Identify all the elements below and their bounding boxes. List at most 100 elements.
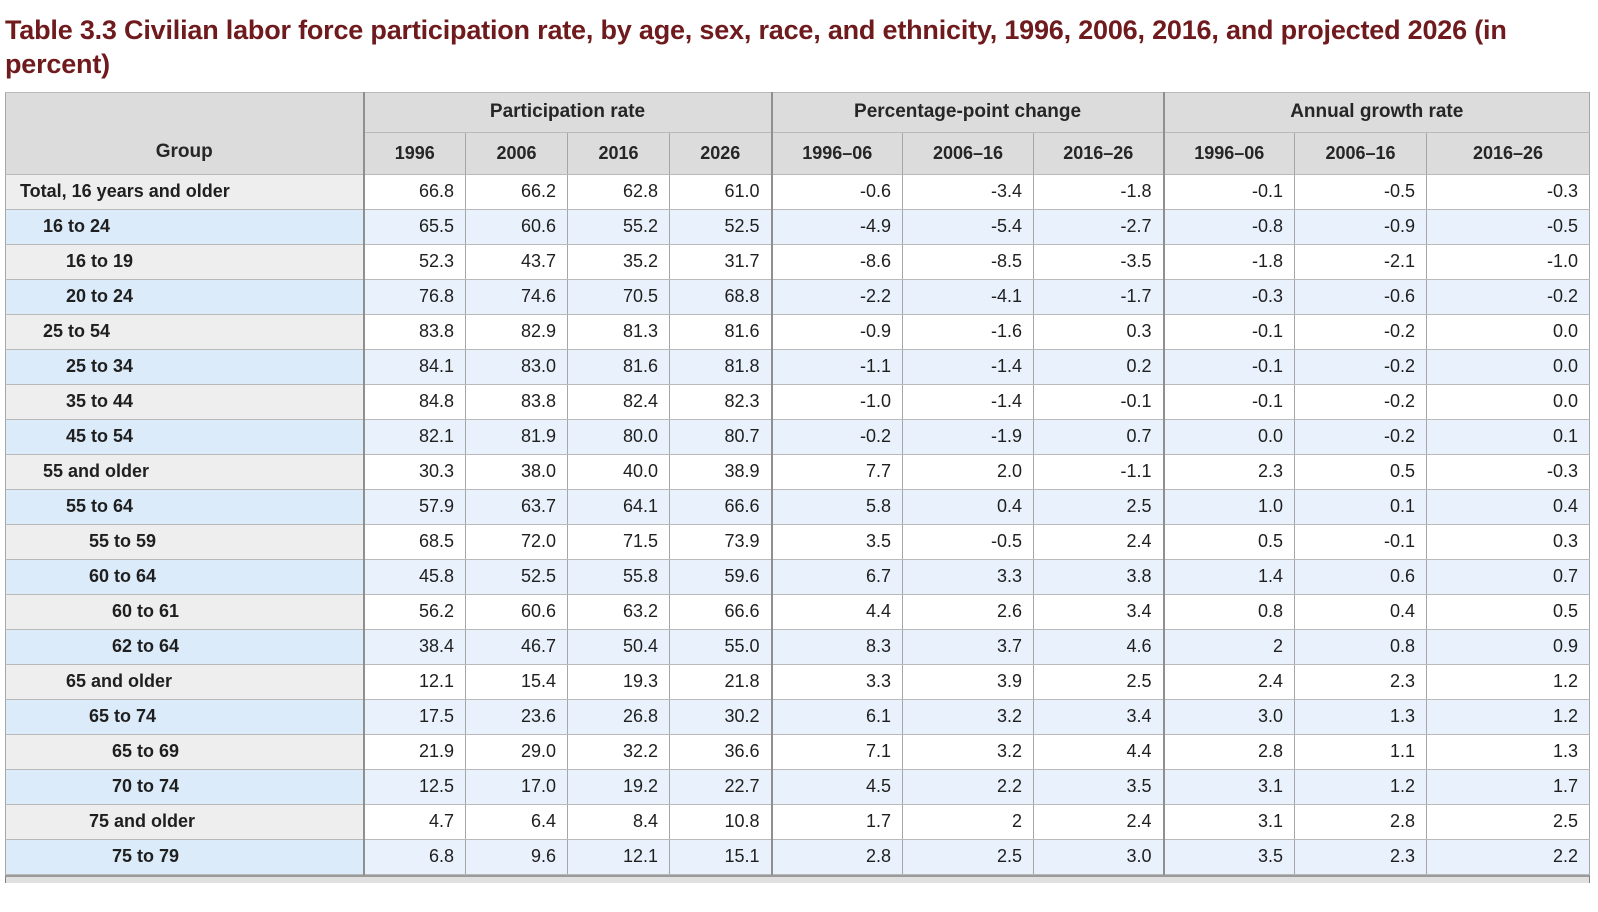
value-cell: 22.7 [668, 768, 773, 805]
header-percentage-point-change: Percentage-point change [770, 91, 1165, 133]
value-cell: 2.2 [1426, 838, 1590, 875]
value-cell: 38.9 [668, 453, 773, 490]
value-cell: 2 [1162, 628, 1296, 665]
value-cell: 3.3 [770, 663, 904, 700]
value-cell: 3.2 [902, 733, 1035, 770]
header-group-row: Group Participation rate Percentage-poin… [5, 91, 1590, 175]
table-row: 16 to 24 65.5 60.6 55.2 52.5 -4.9 -5.4 -2.7 -0.8… [5, 208, 1590, 245]
table-row: 25 to 54 83.8 82.9 81.3 81.6 -0.9 -1.6 0.3 -0.1-… [5, 313, 1590, 350]
table-row: 70 to 74 12.5 17.0 19.2 22.7 4.5 2.2 3.5 3.1 1.2 1… [5, 768, 1590, 805]
value-cell: -0.1 [1162, 173, 1296, 210]
value-cell: 32.2 [567, 733, 670, 770]
value-cell: -0.5 [1426, 208, 1590, 245]
value-cell: 29.0 [465, 733, 568, 770]
value-cell: -0.2 [1426, 278, 1590, 315]
value-cell: 15.1 [668, 838, 773, 875]
group-cell: 35 to 44 [5, 383, 364, 420]
value-cell: -0.1 [1162, 313, 1296, 350]
value-cell: 65.5 [362, 208, 466, 245]
value-cell: 82.3 [668, 383, 773, 420]
value-cell: 0.0 [1162, 418, 1296, 455]
header-col-2006: 2006 [465, 131, 568, 175]
value-cell: 2.5 [902, 838, 1035, 875]
table-row: 16 to 19 52.3 43.7 35.2 31.7 -8.6 -8.5 -3.5 -1.8… [5, 243, 1590, 280]
header-col-2016: 2016 [567, 131, 670, 175]
value-cell: 23.6 [465, 698, 568, 735]
value-cell: 3.8 [1033, 558, 1165, 595]
value-cell: 38.0 [465, 453, 568, 490]
value-cell: 68.5 [362, 523, 466, 560]
value-cell: 2.3 [1162, 453, 1296, 490]
group-cell: 62 to 64 [5, 628, 364, 665]
header-col-change-2016-26: 2016–26 [1033, 131, 1165, 175]
group-cell: 60 to 64 [5, 558, 364, 595]
header-annual-growth-rate: Annual growth rate [1162, 91, 1590, 133]
value-cell: 3.5 [1162, 838, 1296, 875]
group-cell: 55 to 64 [5, 488, 364, 525]
value-cell: 60.6 [465, 593, 568, 630]
value-cell: -1.6 [902, 313, 1035, 350]
value-cell: 82.4 [567, 383, 670, 420]
value-cell: -4.9 [770, 208, 904, 245]
value-cell: 4.7 [362, 803, 466, 840]
value-cell: -0.6 [770, 173, 904, 210]
group-cell: 45 to 54 [5, 418, 364, 455]
value-cell: 1.2 [1426, 698, 1590, 735]
table-row: 75 to 79 6.8 9.6 12.1 15.1 2.8 2.5 3.0 3.5 2.3 2.2 [5, 838, 1590, 875]
table-row: 25 to 34 84.1 83.0 81.6 81.8 -1.1 -1.4 0.2 -0.1-… [5, 348, 1590, 385]
value-cell: 3.0 [1033, 838, 1165, 875]
value-cell: 1.0 [1162, 488, 1296, 525]
value-cell: 81.8 [668, 348, 773, 385]
value-cell: 83.8 [465, 383, 568, 420]
page: Table 3.3 Civilian labor force participa… [5, 15, 1590, 883]
value-cell: 63.7 [465, 488, 568, 525]
value-cell: 61.0 [668, 173, 773, 210]
value-cell: 30.3 [362, 453, 466, 490]
value-cell: -0.3 [1426, 173, 1590, 210]
value-cell: 7.1 [770, 733, 904, 770]
group-cell: 20 to 24 [5, 278, 364, 315]
group-cell: 70 to 74 [5, 768, 364, 805]
value-cell: -0.2 [1294, 313, 1428, 350]
value-cell: 52.5 [668, 208, 773, 245]
value-cell: -0.2 [770, 418, 904, 455]
value-cell: 3.7 [902, 628, 1035, 665]
table-row: 35 to 44 84.8 83.8 82.4 82.3 -1.0 -1.4 -0.1 -0.1… [5, 383, 1590, 420]
value-cell: 40.0 [567, 453, 670, 490]
value-cell: 81.3 [567, 313, 670, 350]
value-cell: 76.8 [362, 278, 466, 315]
value-cell: 6.1 [770, 698, 904, 735]
table-row: 75 and older 4.7 6.4 8.4 10.8 1.7 2 2.4 3.1 2.8 2.… [5, 803, 1590, 840]
value-cell: -4.1 [902, 278, 1035, 315]
value-cell: 2.8 [1162, 733, 1296, 770]
header-col-change-2006-16: 2006–16 [902, 131, 1035, 175]
group-cell: 55 to 59 [5, 523, 364, 560]
value-cell: 12.1 [567, 838, 670, 875]
page-title: Table 3.3 Civilian labor force participa… [5, 15, 1507, 79]
value-cell: 2.0 [902, 453, 1035, 490]
value-cell: 3.4 [1033, 698, 1165, 735]
value-cell: 1.2 [1294, 768, 1428, 805]
value-cell: 64.1 [567, 488, 670, 525]
value-cell: 3.2 [902, 698, 1035, 735]
value-cell: 0.7 [1426, 558, 1590, 595]
table-body: Total, 16 years and older 66.8 66.2 62.8 61.… [5, 173, 1590, 875]
table-row: 62 to 64 38.4 46.7 50.4 55.0 8.3 3.7 4.6 2 0.8 0.9 [5, 628, 1590, 665]
value-cell: -0.5 [902, 523, 1035, 560]
value-cell: 2.3 [1294, 838, 1428, 875]
value-cell: 2.4 [1162, 663, 1296, 700]
value-cell: 8.3 [770, 628, 904, 665]
value-cell: 5.8 [770, 488, 904, 525]
value-cell: 3.1 [1162, 768, 1296, 805]
value-cell: -0.9 [770, 313, 904, 350]
value-cell: -0.1 [1294, 523, 1428, 560]
value-cell: -2.1 [1294, 243, 1428, 280]
value-cell: 0.4 [1294, 593, 1428, 630]
value-cell: 83.0 [465, 348, 568, 385]
value-cell: -0.6 [1294, 278, 1428, 315]
value-cell: 84.1 [362, 348, 466, 385]
value-cell: 4.5 [770, 768, 904, 805]
value-cell: 0.0 [1426, 383, 1590, 420]
header-col-growth-2006-16: 2006–16 [1294, 131, 1428, 175]
value-cell: 56.2 [362, 593, 466, 630]
